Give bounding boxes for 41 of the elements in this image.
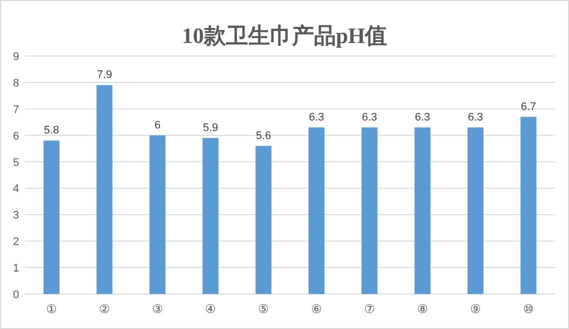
- data-label: 5.6: [256, 130, 272, 142]
- bar: [520, 116, 536, 294]
- bar: [256, 146, 272, 294]
- y-tick-label: 2: [12, 236, 20, 248]
- data-label: 6.3: [414, 111, 430, 124]
- x-tick-label: ⑩: [523, 302, 534, 316]
- bar: [414, 127, 430, 294]
- x-tick-label: ④: [205, 302, 216, 316]
- y-tick-label: 1: [12, 262, 20, 275]
- x-tick-label: ⑦: [364, 302, 375, 316]
- bar: [362, 127, 378, 294]
- data-label: 6.3: [362, 111, 378, 124]
- x-tick-label: ⑤: [258, 302, 269, 316]
- x-tick-label: ①: [46, 302, 57, 316]
- data-label: 6.7: [520, 100, 536, 113]
- data-label: 6: [154, 119, 161, 132]
- x-tick-label: ⑥: [311, 302, 322, 316]
- y-tick-label: 4: [12, 183, 20, 196]
- data-label: 5.8: [44, 124, 60, 137]
- x-tick-label: ②: [99, 302, 110, 316]
- y-tick-label: 5: [12, 156, 20, 169]
- y-tick-label: 9: [12, 51, 20, 63]
- data-label: 6.3: [308, 111, 324, 124]
- x-tick-label: ⑨: [470, 302, 481, 316]
- data-label: 6.3: [468, 111, 484, 124]
- bar: [44, 140, 60, 294]
- y-tick-label: 0: [12, 289, 20, 301]
- data-label: 5.9: [202, 122, 218, 134]
- y-tick-label: 6: [12, 130, 20, 142]
- x-tick-label: ⑧: [417, 302, 428, 316]
- bar: [468, 127, 484, 294]
- y-tick-label: 8: [12, 77, 20, 90]
- bar: [308, 127, 324, 294]
- bar: [96, 85, 112, 294]
- bar: [202, 138, 218, 294]
- data-label: 7.9: [96, 69, 112, 82]
- bar: [150, 135, 166, 294]
- y-tick-label: 3: [12, 210, 20, 222]
- x-tick-label: ③: [152, 302, 163, 316]
- y-tick-label: 7: [12, 104, 20, 116]
- chart-title: 10款卫生巾产品pH值: [182, 23, 388, 48]
